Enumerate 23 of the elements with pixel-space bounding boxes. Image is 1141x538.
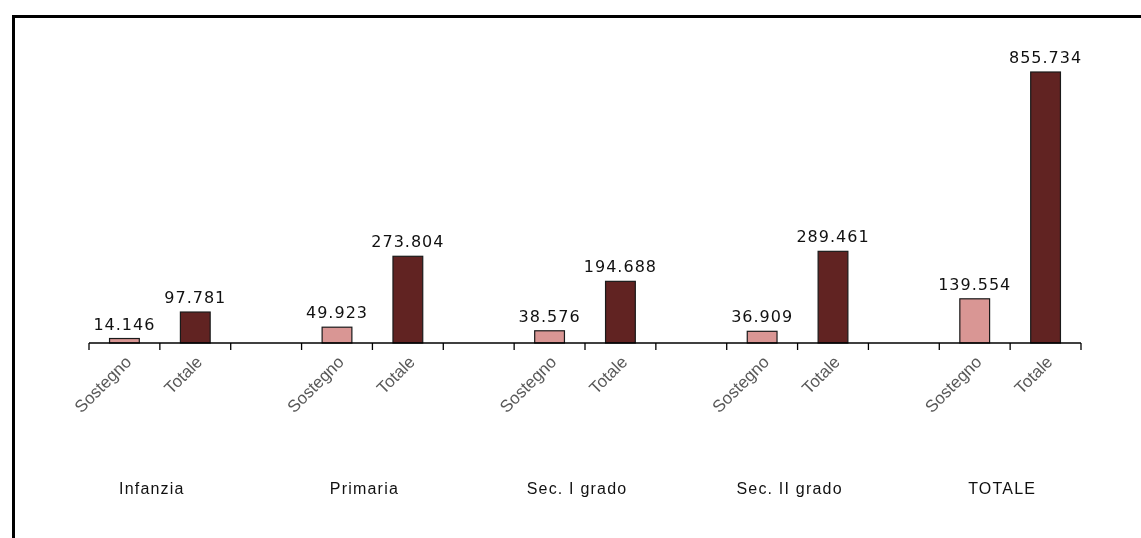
bar <box>604 280 636 344</box>
bar <box>179 311 211 344</box>
data-label: 289.461 <box>796 227 870 247</box>
data-label: 38.576 <box>518 306 581 326</box>
x-tick-label: Infanzia <box>119 480 185 497</box>
data-label: 139.554 <box>938 274 1012 294</box>
x-tick-label: TOTALE <box>968 480 1037 497</box>
bar <box>1030 71 1062 344</box>
data-label: 855.734 <box>1008 48 1083 67</box>
data-label: 273.804 <box>371 232 445 252</box>
x-tick-label: Sec. II grado <box>736 480 843 497</box>
bar <box>817 250 849 344</box>
bar <box>392 255 424 344</box>
bar <box>959 298 991 344</box>
x-tick-label: Primaria <box>329 480 400 497</box>
bar <box>321 326 353 344</box>
data-label: 49.923 <box>306 303 368 323</box>
data-label: 36.909 <box>731 307 794 327</box>
bar <box>534 330 566 344</box>
data-label: 14.146 <box>93 314 156 334</box>
data-label: 194.688 <box>583 257 658 277</box>
data-label: 97.781 <box>164 288 227 308</box>
x-tick-label: Sec. I grado <box>526 480 628 497</box>
